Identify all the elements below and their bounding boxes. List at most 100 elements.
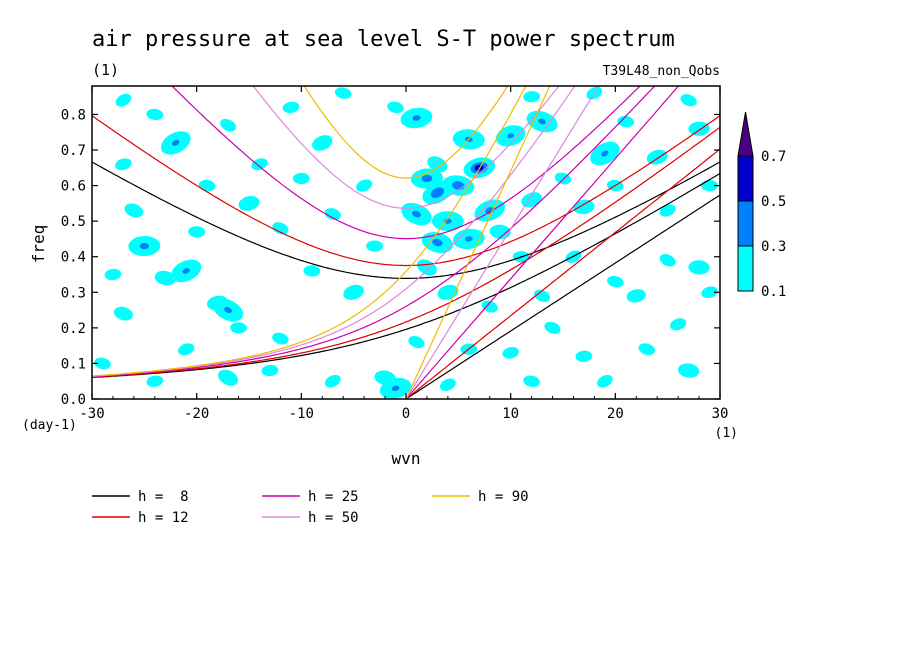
spectrum-blob [251,158,268,171]
y-tick-label: 0.8 [61,107,86,123]
colorbar-label: 0.3 [761,239,786,255]
spectrum-blob [688,121,710,136]
spectrum-blob [638,343,655,356]
contour-level-0.1 [670,318,687,331]
mrg-curve [92,172,720,379]
kelvin-curve [405,148,720,399]
gravity-curve [92,161,720,279]
spectrum-blob [427,156,448,173]
contour-level-0.3 [430,187,445,199]
spectrum-blob [324,374,341,388]
kelvin-curve [405,86,551,399]
y-tick-label: 0.3 [61,285,86,301]
spectrum-blob [688,260,710,275]
contour-level-0.1 [680,94,697,107]
legend: h = 8 h = 12 h = 25 h = 50 h = 90 [92,489,529,526]
contour-level-0.1 [238,195,260,211]
spectrum-blob [154,270,176,286]
contour-level-0.1 [523,91,540,103]
legend-label: h = 12 [138,510,189,526]
contour-level-0.1 [334,87,352,99]
contour-level-0.3 [412,115,421,121]
contour-level-0.1 [626,289,646,303]
chart-subtitle-left: (1) [92,61,119,79]
contour-level-0.1 [523,375,540,387]
x-axis-unit: (1) [715,426,738,441]
spectrum-blob [303,265,321,277]
gravity-curve [171,86,641,240]
spectrum-blob [220,118,236,132]
contour-level-0.1 [597,374,613,388]
contour-level-0.3 [412,210,421,218]
contour-level-0.1 [678,363,700,378]
spectrum-blob [573,199,595,215]
spectrum-blob [146,375,164,387]
contour-level-0.1 [272,222,289,235]
y-tick-label: 0.6 [61,179,86,195]
contour-level-0.1 [324,208,341,220]
y-tick-label: 0.2 [61,321,86,337]
contour-level-0.1 [688,121,710,136]
spectrum-blob [104,268,122,281]
colorbar-segment [737,155,754,202]
contour-level-0.3 [182,268,190,274]
y-axis-label: freq [29,225,48,264]
legend-label: h = 50 [308,510,359,526]
legend-label: h = 25 [308,489,359,505]
curve-h-25 [92,86,680,399]
colorbar-extend-arrow [737,111,754,157]
mrg-curve [92,126,720,378]
contour-level-0.1 [489,224,511,239]
x-tick-label: 30 [712,406,729,422]
contour-level-0.1 [646,149,668,165]
contour-level-0.3 [224,307,232,314]
spectrum-blob [617,115,635,128]
colorbar-segment [737,200,754,247]
spectrum-blob [366,240,383,252]
spectrum-blob [171,259,202,283]
spectrum-blob [115,93,132,107]
contour-level-0.1 [343,284,364,300]
contour-level-0.1 [573,199,595,215]
chart-title: air pressure at sea level S-T power spec… [92,27,675,52]
spectrum-blob [408,335,425,349]
contour-level-0.1 [701,286,718,299]
spectrum-blob [213,298,244,322]
spectrum-blob [626,289,646,303]
contour-level-0.3 [139,242,149,250]
contour-level-0.1 [251,158,268,171]
x-axis-label: wvn [392,449,421,468]
spectrum-blob [292,172,310,185]
gravity-curve [303,86,509,179]
spectrum-blob [115,158,132,171]
colorbar-label: 0.1 [761,284,786,300]
contour-level-0.3 [538,118,546,125]
spectrum-blob [387,101,404,114]
chart-subtitle-right: T39L48_non_Qobs [603,64,720,79]
contour-level-0.1 [638,343,655,356]
contour-level-0.1 [439,378,456,392]
y-tick-label: 0.5 [61,214,86,230]
spectrum-blob [230,322,247,334]
spectrum-blob [379,377,412,399]
spectrum-blob [680,94,697,107]
contour-level-0.1 [502,347,519,359]
spectrum-blob [124,203,144,218]
spectrum-blob [597,374,613,388]
contour-level-0.1 [94,357,111,370]
contour-level-0.3 [432,238,443,247]
contour-level-0.1 [659,254,676,267]
x-tick-label: -30 [79,406,104,422]
colorbar: 0.1 0.3 0.5 0.7 [737,111,786,300]
contour-level-0.3 [421,174,433,183]
spectrum-blob [421,231,454,254]
contour-level-0.1 [303,265,321,277]
contour-level-0.1 [178,343,195,356]
spectrum-contours [94,86,718,399]
spectrum-blob [282,101,300,114]
spectrum-blob [590,141,620,166]
spectrum-blob [474,199,506,222]
colorbar-label: 0.5 [761,194,786,210]
x-tick-label: -10 [289,406,314,422]
contour-level-0.1 [230,322,247,334]
